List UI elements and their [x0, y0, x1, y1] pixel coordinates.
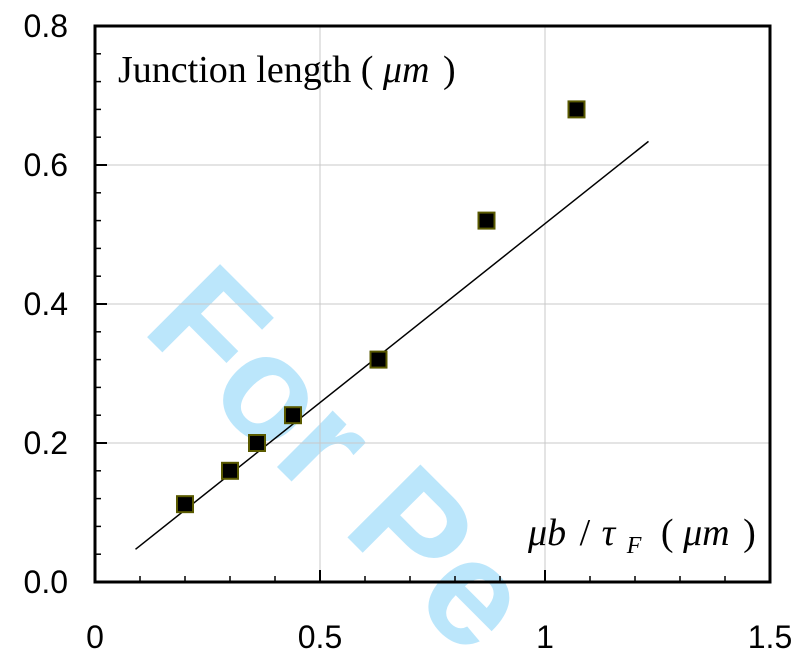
y-tick-label: 0.6 [24, 147, 68, 183]
fit-line [135, 140, 649, 550]
y-tick-label: 0.4 [24, 286, 68, 322]
x-axis-label-tau-subscript: F [626, 533, 642, 559]
y-tick-label: 0.0 [24, 564, 68, 600]
x-tick-label: 1.5 [748, 619, 792, 655]
plot-frame [93, 24, 772, 584]
y-axis-label-suffix: ) [443, 49, 456, 91]
watermark: For Pe [117, 234, 566, 661]
x-tick-label: 0 [86, 619, 104, 655]
x-axis-label-slash: / [580, 512, 591, 554]
data-point [176, 495, 194, 514]
y-axis-label: Junction length ( μm ) [118, 49, 456, 91]
x-tick-label: 0.5 [298, 619, 342, 655]
y-axis-label-prefix: Junction length ( [118, 49, 373, 91]
data-point [567, 100, 586, 119]
x-axis-label-mub: μb [527, 512, 566, 554]
x-axis-label-tau: τ [602, 512, 617, 554]
data-points [176, 100, 586, 514]
x-axis-label-unit-open: ( [661, 512, 674, 554]
x-axis-label-unit-close: ) [743, 512, 756, 554]
y-axis-label-unit: μm [382, 49, 430, 91]
fit-line-group [135, 140, 649, 550]
grid-lines [95, 26, 770, 582]
x-axis-label: μb / τ F ( μm ) [527, 512, 756, 562]
data-point [369, 350, 388, 369]
data-point [248, 434, 266, 452]
data-point [221, 461, 239, 480]
x-tick-label: 1 [536, 619, 554, 655]
y-tick-label: 0.2 [24, 425, 68, 461]
data-point [284, 406, 302, 425]
tick-labels: 0 0.5 1 1.5 0.0 0.2 0.4 0.6 0.8 [24, 8, 793, 655]
y-tick-label: 0.8 [24, 8, 68, 44]
data-point [477, 211, 496, 230]
x-axis-label-unit: μm [682, 512, 730, 554]
